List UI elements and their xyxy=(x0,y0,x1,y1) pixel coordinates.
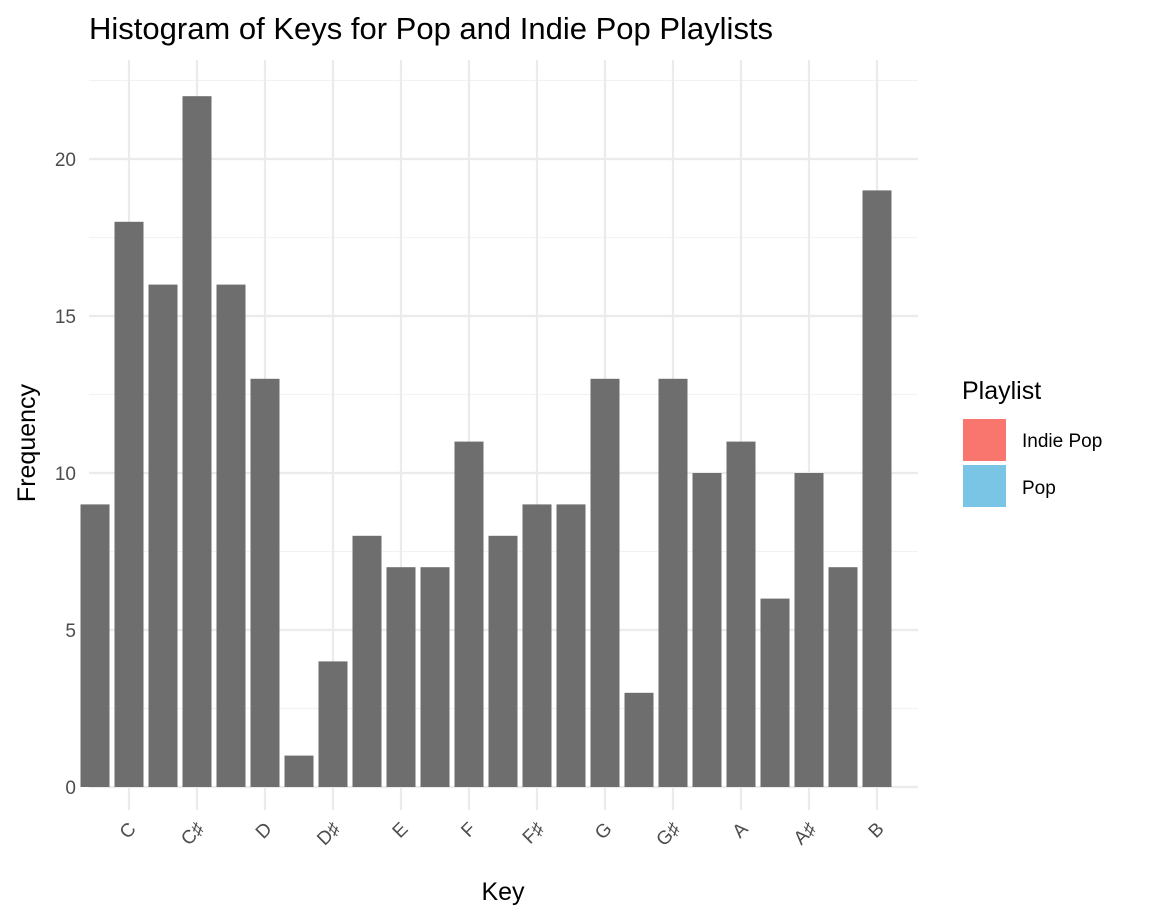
x-tick-label: G xyxy=(591,819,616,844)
bar-4 xyxy=(216,284,246,787)
legend-key-pop xyxy=(963,465,1006,507)
y-tick-label: 10 xyxy=(55,464,76,485)
bar-6 xyxy=(284,755,314,787)
x-axis-title: Key xyxy=(481,878,525,906)
bar-8 xyxy=(352,535,382,787)
chart-title: Histogram of Keys for Pop and Indie Pop … xyxy=(89,11,773,46)
bar-18 xyxy=(692,473,722,787)
bars-group xyxy=(80,96,892,788)
bar-5 xyxy=(250,378,280,787)
legend-title: Playlist xyxy=(962,377,1041,405)
x-tick-label: A♯ xyxy=(790,819,821,850)
x-tick-label: E xyxy=(389,819,413,843)
x-tick-label: A xyxy=(729,818,753,842)
legend-key-indie-pop xyxy=(963,419,1006,461)
x-tick-label: B xyxy=(865,819,889,843)
x-tick-label: G♯ xyxy=(653,819,685,851)
y-tick-label: 20 xyxy=(55,150,76,171)
bar-2 xyxy=(148,284,178,787)
bar-16 xyxy=(624,692,654,787)
bar-0 xyxy=(80,504,110,787)
y-tick-label: 5 xyxy=(65,621,76,642)
bar-11 xyxy=(454,441,484,787)
bar-13 xyxy=(522,504,552,787)
legend-label-pop: Pop xyxy=(1022,478,1056,499)
x-tick-label: F♯ xyxy=(519,819,549,849)
x-tick-label: D xyxy=(252,819,277,844)
bar-1 xyxy=(114,221,144,788)
bar-15 xyxy=(590,378,620,787)
bar-22 xyxy=(828,567,858,787)
bar-19 xyxy=(726,441,756,787)
x-tick-label: C♯ xyxy=(177,819,208,850)
bar-14 xyxy=(556,504,586,787)
x-tick-label: C xyxy=(116,819,141,844)
bar-21 xyxy=(794,473,824,787)
bar-3 xyxy=(182,96,212,787)
x-tick-label: D♯ xyxy=(313,819,344,850)
y-axis-ticks: 0 5 10 15 20 xyxy=(55,150,76,799)
bar-9 xyxy=(386,567,416,787)
y-tick-label: 15 xyxy=(55,307,76,328)
bar-23 xyxy=(862,190,892,787)
x-tick-label: F xyxy=(457,819,480,842)
bar-12 xyxy=(488,535,518,787)
x-axis-ticks: C C♯ D D♯ E F F♯ G G♯ A A♯ B xyxy=(116,818,889,850)
legend: Playlist Indie Pop Pop xyxy=(962,377,1102,507)
bar-17 xyxy=(658,378,688,787)
y-tick-label: 0 xyxy=(65,778,76,799)
bar-10 xyxy=(420,567,450,787)
legend-label-indie-pop: Indie Pop xyxy=(1022,431,1102,452)
y-axis-title: Frequency xyxy=(13,383,41,502)
bar-20 xyxy=(760,598,790,787)
bar-7 xyxy=(318,661,348,787)
